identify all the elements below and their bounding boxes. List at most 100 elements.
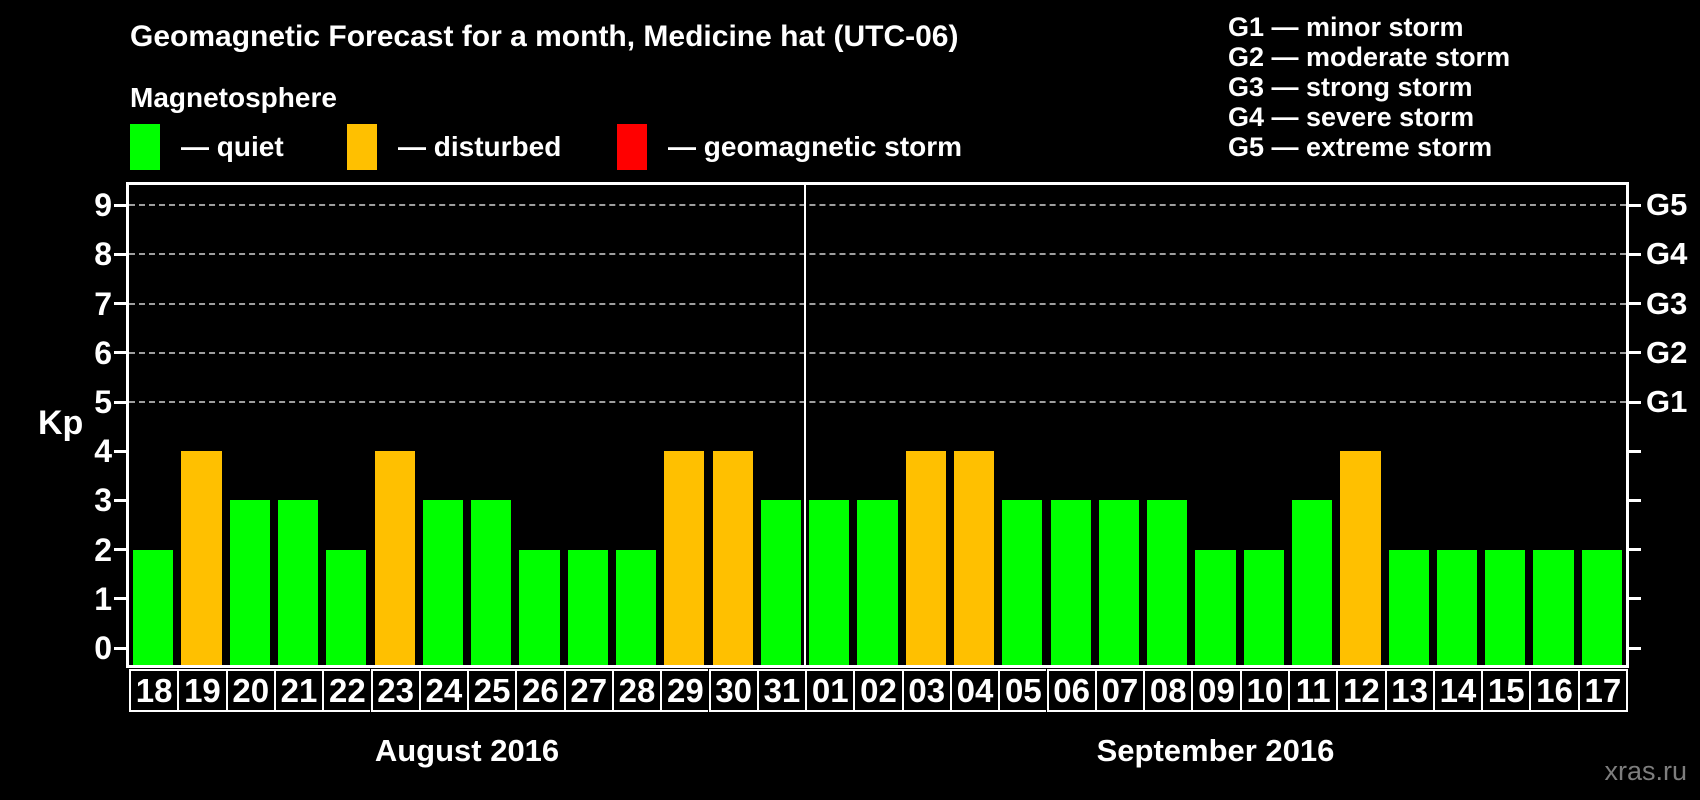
right-axis-label-G3: G3 xyxy=(1646,285,1688,321)
y-axis-tick-right xyxy=(1629,449,1641,453)
date-cell-20: 20 xyxy=(225,669,274,712)
bar-kp-21 xyxy=(277,500,319,665)
y-axis-label-8: 8 xyxy=(94,236,112,273)
y-axis-tick-left xyxy=(114,302,126,306)
y-axis-tick-right xyxy=(1629,302,1641,306)
date-cell-17: 17 xyxy=(1577,669,1628,712)
y-axis-tick-right xyxy=(1629,498,1641,502)
y-axis-tick-left xyxy=(114,449,126,453)
bar-kp-06 xyxy=(1050,500,1091,665)
date-cell-23: 23 xyxy=(370,669,419,712)
date-cell-29: 29 xyxy=(660,669,709,712)
g-legend-line: G1 — minor storm xyxy=(1228,12,1464,42)
bar-kp-30 xyxy=(712,451,753,665)
date-cell-10: 10 xyxy=(1239,669,1288,712)
g-scale-legend: G1 — minor storm G2 — moderate storm G3 … xyxy=(1228,12,1510,162)
right-axis-label-G4: G4 xyxy=(1646,236,1688,272)
legend-label-quiet: — quiet xyxy=(181,131,284,162)
bar-kp-14 xyxy=(1436,549,1478,665)
month-separator-line xyxy=(804,185,807,665)
y-axis-label-6: 6 xyxy=(94,334,112,371)
date-cell-26: 26 xyxy=(515,669,564,712)
date-cell-09: 09 xyxy=(1191,669,1240,712)
date-cell-13: 13 xyxy=(1384,669,1433,712)
date-cell-04: 04 xyxy=(949,669,999,712)
storm-color-swatch-icon xyxy=(617,124,647,170)
y-axis-tick-right xyxy=(1629,597,1641,601)
bar-kp-18 xyxy=(133,549,174,665)
date-cell-18: 18 xyxy=(129,669,178,712)
bar-kp-28 xyxy=(615,549,657,665)
g-legend-line: G4 — severe storm xyxy=(1228,102,1475,132)
date-cell-28: 28 xyxy=(611,669,661,712)
y-axis-tick-left xyxy=(114,203,126,207)
bar-kp-22 xyxy=(326,549,367,665)
bar-kp-09 xyxy=(1195,549,1236,665)
bar-kp-19 xyxy=(181,451,222,665)
date-cell-12: 12 xyxy=(1336,669,1385,712)
watermark: xras.ru xyxy=(1604,756,1687,786)
bar-kp-29 xyxy=(664,451,705,665)
date-cell-07: 07 xyxy=(1094,669,1144,712)
y-axis-label-2: 2 xyxy=(94,531,112,568)
gridline-kp-7 xyxy=(129,302,1626,305)
y-axis-label-0: 0 xyxy=(94,630,112,666)
bar-kp-25 xyxy=(471,500,512,665)
plot-border xyxy=(126,182,1629,668)
legend-label-storm: — geomagnetic storm xyxy=(668,131,963,162)
gridline-kp-8 xyxy=(129,253,1626,256)
g-legend-line: G2 — moderate storm xyxy=(1228,42,1511,72)
bar-kp-17 xyxy=(1581,549,1622,665)
bar-kp-16 xyxy=(1533,549,1574,665)
y-axis-tick-left xyxy=(114,351,126,355)
date-cell-24: 24 xyxy=(418,669,467,712)
bar-kp-23 xyxy=(374,451,415,665)
date-cell-08: 08 xyxy=(1143,669,1192,712)
quiet-color-swatch-icon xyxy=(130,124,160,170)
y-axis-label-7: 7 xyxy=(94,285,112,322)
right-axis-label-G2: G2 xyxy=(1646,334,1688,370)
date-cell-21: 21 xyxy=(273,669,323,712)
y-axis-tick-right xyxy=(1629,203,1641,207)
bar-kp-20 xyxy=(229,500,270,665)
y-axis-label-3: 3 xyxy=(94,482,112,519)
bar-kp-08 xyxy=(1147,500,1188,665)
bar-kp-05 xyxy=(1002,500,1043,665)
date-cell-06: 06 xyxy=(1046,669,1095,712)
y-axis-tick-left xyxy=(114,597,126,601)
y-axis-tick-left xyxy=(114,646,126,650)
y-axis-label-1: 1 xyxy=(94,580,112,617)
gridline-kp-6 xyxy=(129,351,1626,354)
bar-kp-24 xyxy=(422,500,463,665)
date-cell-27: 27 xyxy=(563,669,612,712)
gridline-kp-5 xyxy=(129,401,1626,403)
y-axis-label-9: 9 xyxy=(94,187,112,224)
y-axis-tick-left xyxy=(114,498,126,502)
y-axis-tick-left xyxy=(114,252,126,256)
y-axis-tick-left xyxy=(114,400,126,404)
date-cell-22: 22 xyxy=(322,669,371,712)
gridline-kp-9 xyxy=(129,204,1626,207)
bar-kp-04 xyxy=(953,451,995,665)
date-cell-01: 01 xyxy=(805,669,854,712)
date-cell-02: 02 xyxy=(853,669,902,712)
bar-kp-10 xyxy=(1243,549,1284,665)
date-cell-03: 03 xyxy=(901,669,950,712)
date-cell-31: 31 xyxy=(756,669,806,712)
date-cell-05: 05 xyxy=(998,669,1047,712)
bar-kp-03 xyxy=(905,451,946,665)
y-axis-title-kp: Kp xyxy=(38,404,84,442)
date-cell-30: 30 xyxy=(708,669,757,712)
g-legend-line: G3 — strong storm xyxy=(1228,72,1473,102)
magnetosphere-label: Magnetosphere xyxy=(130,82,337,113)
y-axis-tick-right xyxy=(1629,351,1641,355)
bar-kp-11 xyxy=(1292,500,1333,665)
date-cell-16: 16 xyxy=(1529,669,1578,712)
page-title: Geomagnetic Forecast for a month, Medici… xyxy=(130,20,959,53)
date-cell-25: 25 xyxy=(467,669,516,712)
date-cell-11: 11 xyxy=(1288,669,1337,712)
bar-kp-15 xyxy=(1485,549,1526,665)
disturbed-color-swatch-icon xyxy=(347,124,377,170)
